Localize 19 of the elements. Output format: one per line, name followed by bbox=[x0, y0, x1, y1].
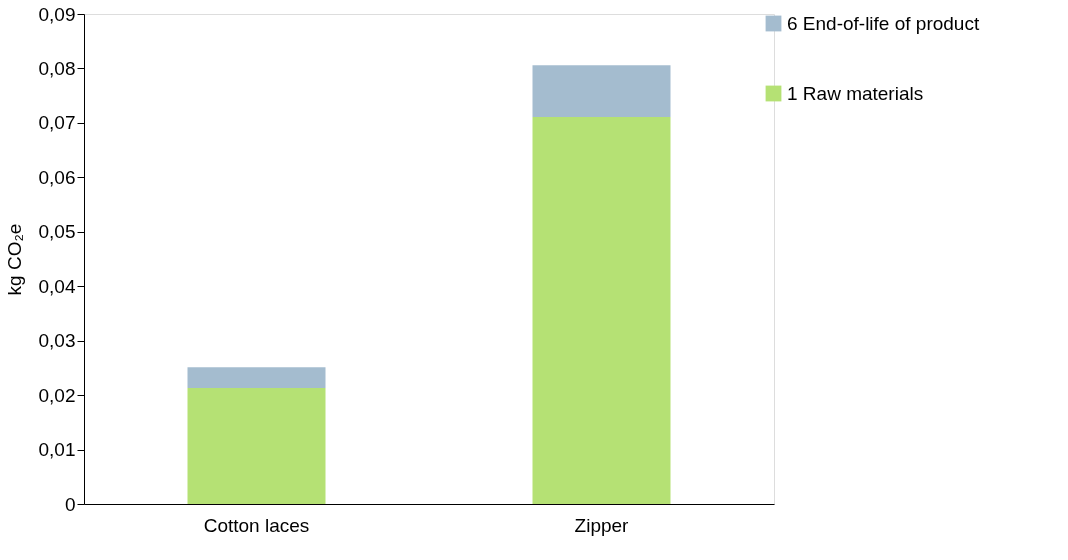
bar bbox=[187, 388, 326, 504]
legend-label: 6 End-of-life of product bbox=[787, 12, 980, 34]
y-axis-title: kg CO₂e bbox=[3, 223, 25, 296]
bar bbox=[187, 367, 326, 389]
y-tick-label: 0 bbox=[64, 493, 76, 515]
y-tick-label: 0,06 bbox=[38, 166, 76, 188]
bar bbox=[532, 65, 671, 117]
y-tick-label: 0,09 bbox=[38, 3, 76, 25]
y-tick-label: 0,05 bbox=[38, 221, 76, 243]
y-tick-label: 0,07 bbox=[38, 112, 76, 134]
x-tick-label: Cotton laces bbox=[203, 514, 310, 536]
x-tick-label: Zipper bbox=[574, 514, 630, 536]
y-tick-label: 0,08 bbox=[38, 57, 76, 79]
bar bbox=[532, 116, 671, 504]
y-tick-label: 0,03 bbox=[38, 330, 76, 352]
y-tick-label: 0,01 bbox=[38, 439, 76, 461]
legend-label: 1 Raw materials bbox=[787, 82, 924, 104]
y-tick-label: 0,02 bbox=[38, 384, 76, 406]
y-tick-label: 0,04 bbox=[38, 275, 76, 297]
